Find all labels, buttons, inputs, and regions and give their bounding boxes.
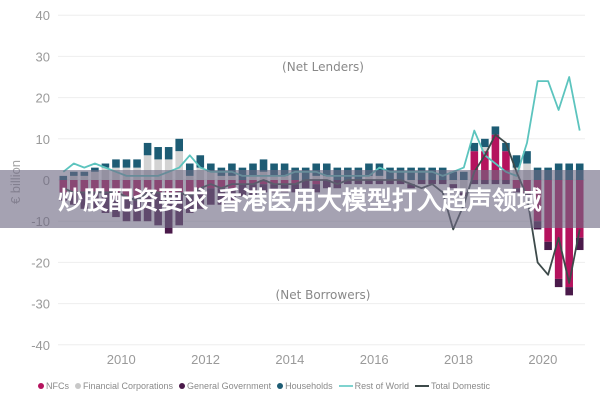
- bar-segment: [164, 159, 173, 180]
- x-tick-label: 2016: [360, 352, 389, 367]
- legend-item[interactable]: Rest of World: [338, 381, 409, 391]
- bar-segment: [207, 163, 215, 172]
- overlay-banner: 炒股配资要求 香港医用大模型打入超声领域: [0, 170, 600, 228]
- bar-segment: [502, 142, 510, 152]
- bar-segment: [228, 163, 236, 176]
- bar-segment: [122, 159, 131, 168]
- bar-segment: [365, 163, 373, 176]
- x-axis-ticks: 2010 2012 2014 2016 2018 2020: [107, 352, 558, 367]
- legend-dot-icon: [38, 383, 44, 389]
- bar-segment: [481, 151, 489, 180]
- y-tick-label: 20: [36, 91, 50, 106]
- legend-label: Total Domestic: [430, 381, 491, 391]
- bar-segment: [481, 138, 489, 148]
- legend-line-icon: [338, 385, 353, 387]
- bar-segment: [523, 151, 531, 164]
- bar-segment: [512, 155, 521, 168]
- x-tick-label: 2020: [528, 352, 557, 367]
- legend-item[interactable]: Households: [277, 381, 333, 391]
- legend-dot-icon: [179, 383, 186, 389]
- legend-item[interactable]: Financial Corporations: [75, 381, 173, 391]
- legend-label: Households: [285, 381, 333, 391]
- bar-segment: [270, 163, 278, 176]
- bar-segment: [164, 147, 173, 160]
- x-tick-label: 2010: [107, 352, 136, 367]
- y-tick-label: 40: [36, 8, 50, 23]
- banner-text: 炒股配资要求 香港医用大模型打入超声领域: [58, 186, 542, 215]
- bar-segment: [154, 147, 162, 160]
- y-tick-label: 30: [36, 49, 50, 64]
- bar-segment: [481, 147, 489, 152]
- bar-segment: [175, 138, 184, 152]
- bar-segment: [280, 163, 289, 176]
- legend-item[interactable]: General Government: [179, 381, 271, 391]
- legend-line-icon: [414, 385, 429, 387]
- bar-segment: [185, 163, 194, 176]
- bar-segment: [470, 151, 479, 180]
- x-tick-label: 2014: [275, 352, 304, 367]
- annotation-net-borrowers: (Net Borrowers): [276, 288, 371, 302]
- x-tick-label: 2012: [191, 352, 220, 367]
- bar-segment: [196, 155, 205, 168]
- bar-segment: [575, 237, 584, 251]
- bar-segment: [491, 126, 500, 135]
- bar-segment: [91, 167, 99, 172]
- legend-dot-icon: [277, 383, 284, 389]
- bar-segment: [133, 159, 141, 168]
- y-tick-label: -20: [31, 255, 50, 270]
- legend-label: NFCs: [46, 381, 69, 391]
- annotation-net-lenders: (Net Lenders): [282, 60, 364, 74]
- legend: NFCs Financial Corporations General Govern…: [38, 381, 490, 391]
- bar-segment: [143, 155, 152, 180]
- bar-segment: [259, 159, 268, 172]
- bar-segment: [101, 163, 110, 168]
- bar-segment: [470, 142, 479, 152]
- legend-item[interactable]: NFCs: [38, 381, 69, 391]
- bar-segment: [312, 163, 321, 176]
- bar-segment: [375, 163, 384, 176]
- bar-segment: [322, 163, 331, 176]
- bar-segment: [143, 142, 152, 156]
- x-tick-label: 2018: [444, 352, 473, 367]
- bar-segment: [554, 278, 563, 288]
- bar-segment: [249, 163, 257, 176]
- y-tick-label: -40: [31, 338, 50, 353]
- bar-segment: [544, 241, 552, 251]
- legend-label: General Government: [187, 381, 272, 391]
- bar-segment: [112, 159, 120, 168]
- bar-segment: [154, 159, 162, 180]
- legend-dot-icon: [75, 383, 81, 389]
- y-tick-label: 10: [36, 132, 50, 147]
- bar-segment: [565, 287, 573, 296]
- bar-segment: [175, 151, 184, 180]
- bar-segment: [491, 134, 500, 180]
- y-tick-label: -30: [31, 297, 50, 312]
- legend-label: Financial Corporations: [83, 381, 174, 391]
- bar-segment: [565, 180, 573, 288]
- legend-item[interactable]: Total Domestic: [414, 381, 491, 391]
- bar-segment: [554, 180, 563, 279]
- bar-segment: [502, 151, 510, 180]
- legend-label: Rest of World: [354, 381, 409, 391]
